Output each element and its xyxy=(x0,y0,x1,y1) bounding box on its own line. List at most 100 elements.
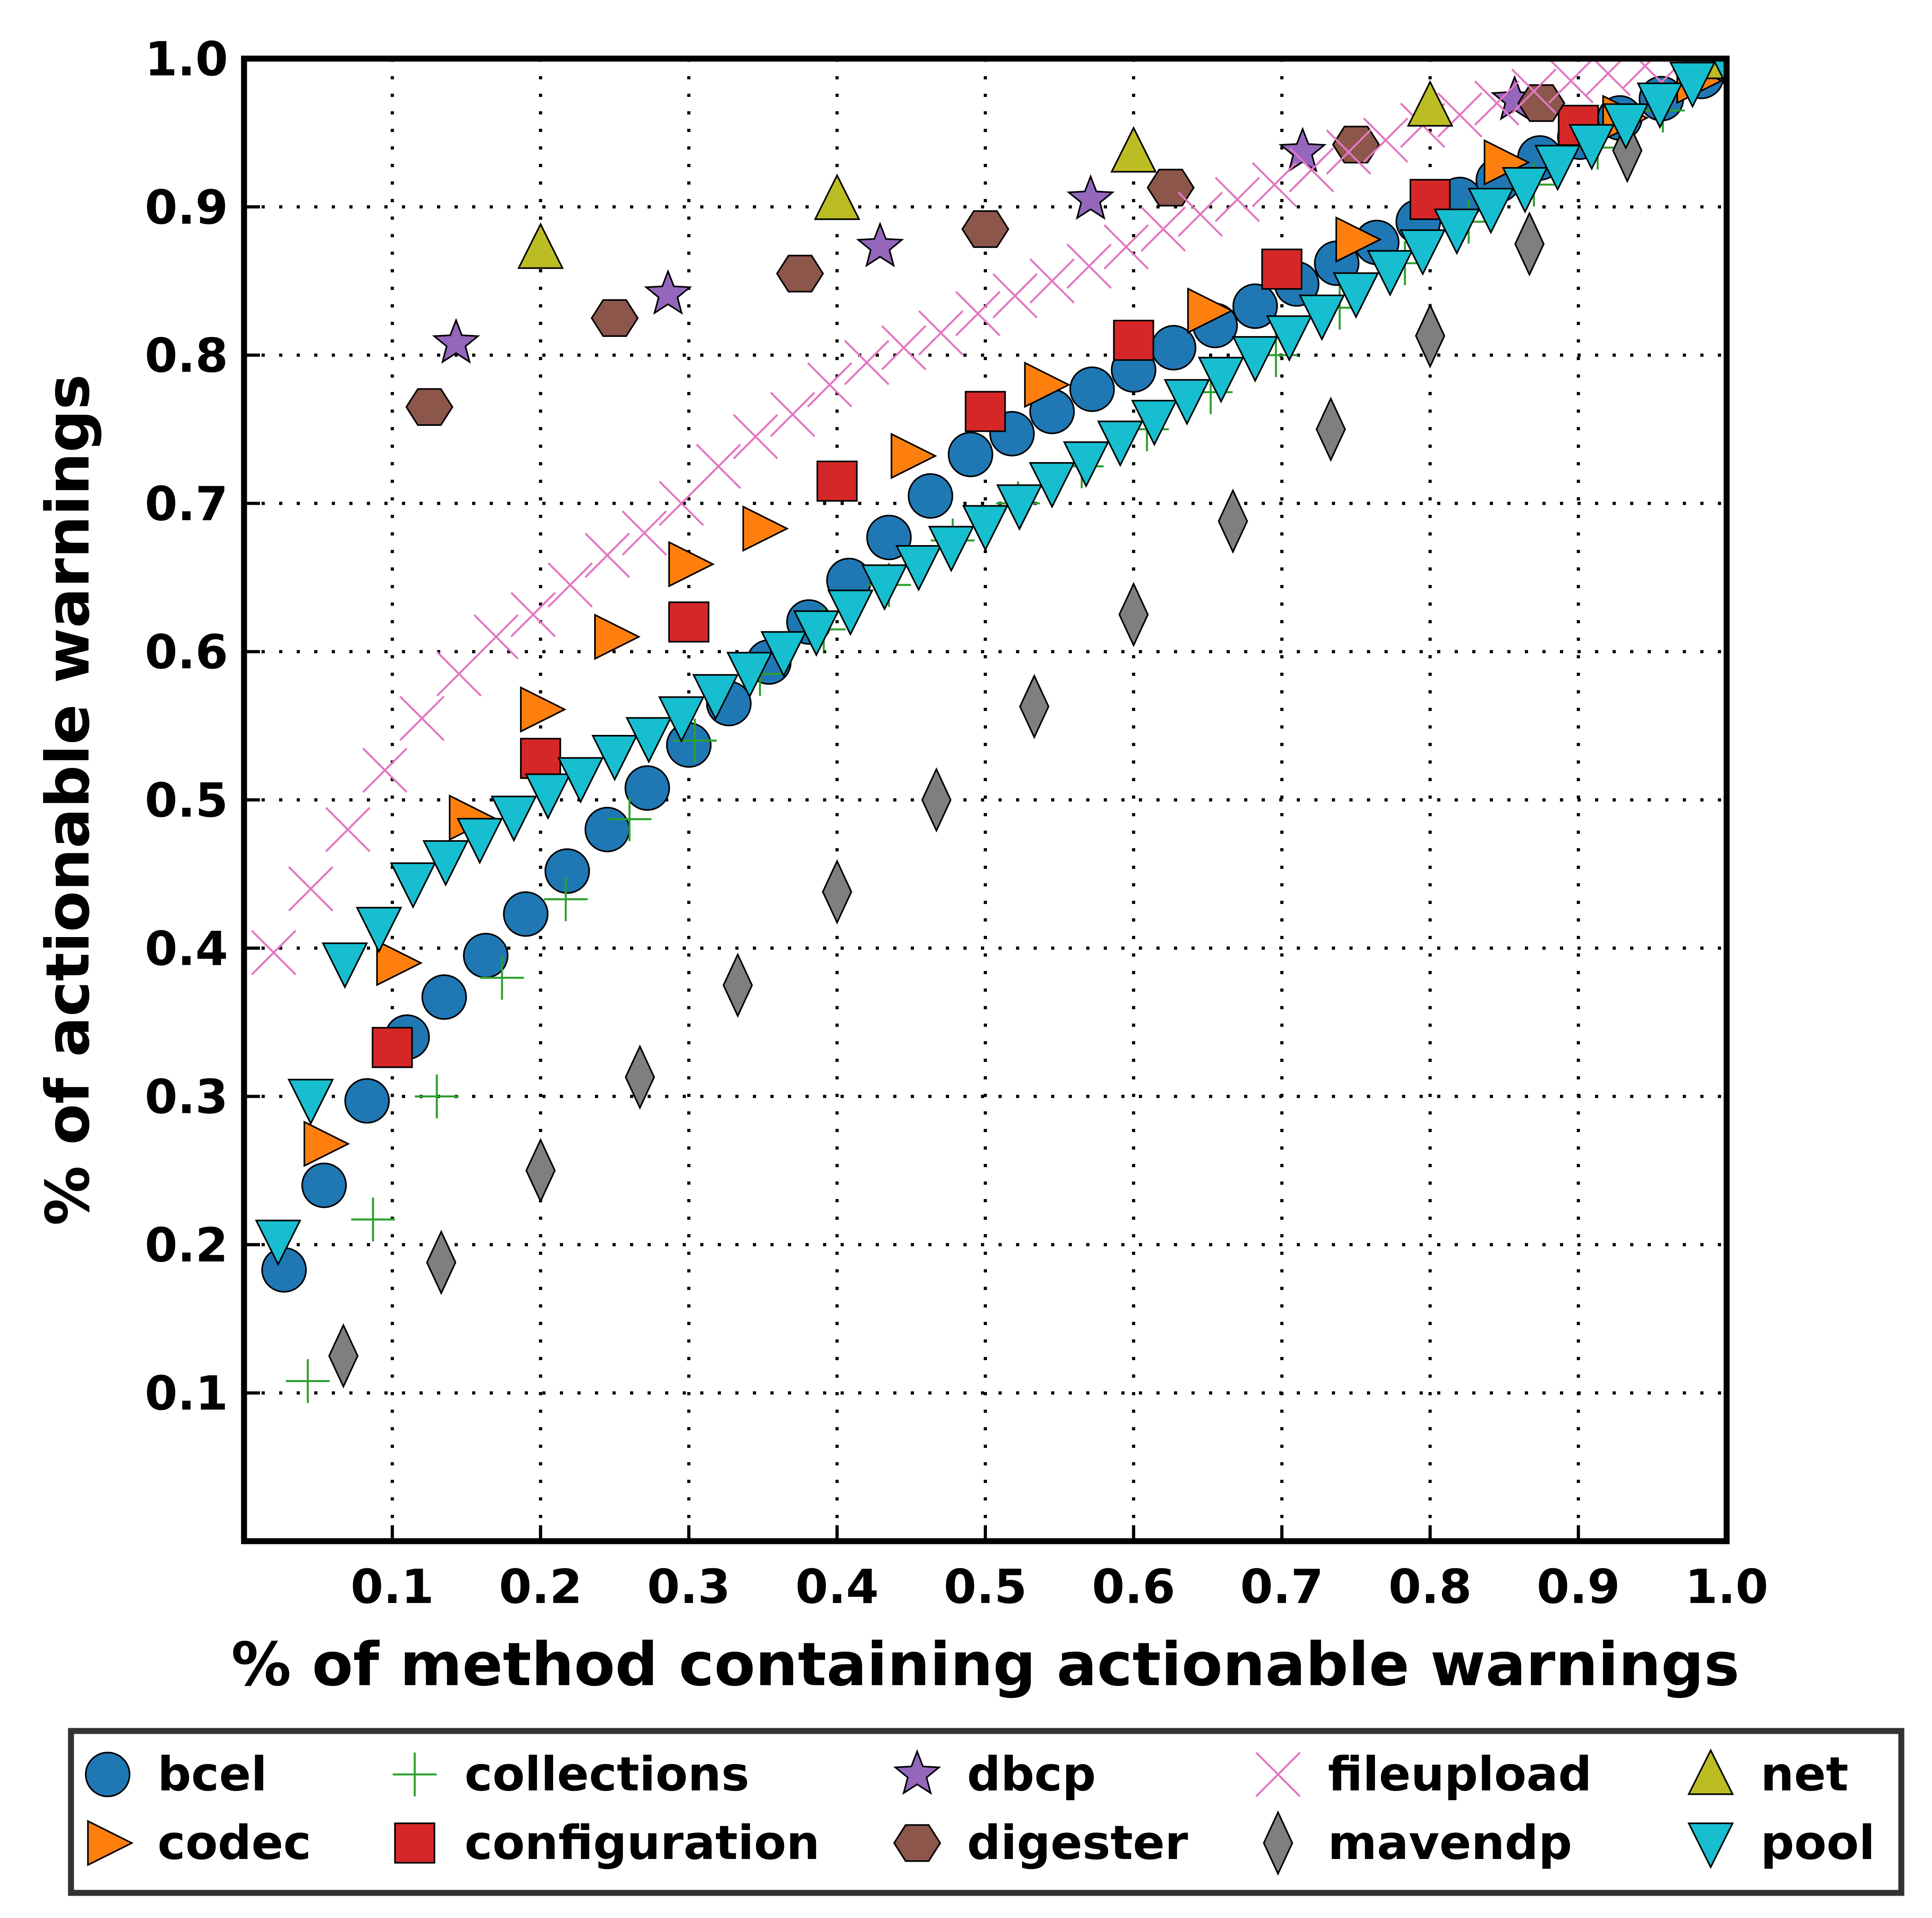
data-point xyxy=(992,273,1038,319)
legend-marker xyxy=(394,1822,435,1864)
data-point xyxy=(770,392,815,437)
data-point xyxy=(1548,59,1594,104)
grid-lines xyxy=(244,59,1727,1541)
data-point xyxy=(594,613,641,660)
data-point xyxy=(607,797,652,841)
data-point xyxy=(622,510,667,556)
data-point xyxy=(962,505,1009,552)
y-tick-label: 1.0 xyxy=(145,32,228,87)
y-tick-label: 0.9 xyxy=(145,180,228,235)
data-point xyxy=(303,1120,350,1167)
legend-marker xyxy=(1687,1749,1734,1795)
data-point xyxy=(961,210,1010,248)
data-point xyxy=(520,738,561,779)
data-point xyxy=(1069,366,1115,412)
data-point xyxy=(659,480,704,526)
x-axis-label: % of method containing actionable warnin… xyxy=(231,1630,1739,1699)
data-point xyxy=(544,848,590,894)
data-point xyxy=(1326,129,1371,175)
y-axis-label: % of actionable warnings xyxy=(33,374,103,1226)
legend-entry-pool: pool xyxy=(1687,1815,1875,1870)
data-point xyxy=(1131,400,1178,447)
data-point xyxy=(503,891,549,937)
data-point xyxy=(1333,272,1379,319)
data-point xyxy=(524,773,571,820)
data-point xyxy=(390,862,437,909)
data-point xyxy=(947,431,993,477)
data-point xyxy=(456,818,503,864)
data-point xyxy=(1289,147,1334,193)
data-point xyxy=(1110,126,1157,173)
data-point xyxy=(1502,167,1548,214)
x-tick-label: 0.3 xyxy=(647,1559,731,1614)
y-tick-label: 0.5 xyxy=(145,773,228,828)
data-point xyxy=(421,974,467,1020)
legend-entry-fileupload: fileupload xyxy=(1255,1747,1592,1802)
data-point xyxy=(760,631,807,678)
x-tick-label: 0.9 xyxy=(1537,1559,1620,1614)
data-point xyxy=(1363,117,1408,163)
data-point xyxy=(480,956,524,1000)
data-point xyxy=(793,610,840,657)
data-point xyxy=(544,877,588,922)
data-point xyxy=(1434,209,1480,255)
y-tick-label: 0.3 xyxy=(145,1069,228,1124)
legend-marker xyxy=(393,1753,437,1796)
data-point xyxy=(1029,258,1075,304)
data-point xyxy=(1298,294,1345,341)
legend-entry-configuration: configuration xyxy=(394,1815,820,1870)
legend-marker xyxy=(1687,1822,1734,1869)
legend-label: bcel xyxy=(158,1747,267,1802)
data-point xyxy=(723,953,753,1018)
data-point xyxy=(372,1027,413,1068)
legend-label: net xyxy=(1761,1747,1848,1802)
data-point xyxy=(1602,103,1649,150)
legend-marker xyxy=(893,1824,941,1862)
data-point xyxy=(351,1197,395,1242)
data-point xyxy=(426,1230,457,1295)
data-point xyxy=(1252,162,1297,207)
x-tick-label: 0.8 xyxy=(1388,1559,1472,1614)
legend-label: collections xyxy=(465,1747,749,1802)
data-point xyxy=(1178,191,1223,237)
data-point xyxy=(1335,216,1382,263)
data-point xyxy=(1534,145,1581,191)
data-point xyxy=(1019,674,1050,739)
y-tick-label: 0.2 xyxy=(145,1217,228,1272)
legend-entry-codec: codec xyxy=(87,1815,311,1870)
series-net xyxy=(517,59,1727,269)
legend-label: mavendp xyxy=(1328,1815,1572,1870)
data-point xyxy=(325,807,371,853)
data-point xyxy=(1261,248,1303,290)
data-point xyxy=(1712,59,1727,88)
data-point xyxy=(255,1219,301,1266)
data-point xyxy=(1637,83,1683,129)
data-point xyxy=(288,866,334,912)
data-point xyxy=(1140,206,1186,252)
series-configuration xyxy=(372,104,1599,1068)
data-point xyxy=(557,757,604,804)
data-point xyxy=(1066,174,1115,220)
data-point xyxy=(673,719,717,763)
data-point xyxy=(251,930,297,975)
data-point xyxy=(918,310,964,356)
data-point xyxy=(668,541,715,588)
data-points xyxy=(251,59,1727,1403)
legend-label: configuration xyxy=(465,1815,820,1870)
data-point xyxy=(658,696,705,743)
legend-entry-mavendp: mavendp xyxy=(1263,1810,1572,1876)
data-point xyxy=(1511,69,1557,114)
data-point xyxy=(625,717,672,764)
data-point xyxy=(1407,80,1453,127)
legend-entry-digester: digester xyxy=(893,1815,1188,1870)
data-point xyxy=(591,299,639,337)
data-point xyxy=(261,1247,307,1293)
data-point xyxy=(624,1044,655,1110)
x-tick-label: 1.0 xyxy=(1685,1559,1768,1614)
legend-entry-collections: collections xyxy=(393,1747,749,1802)
data-point xyxy=(1217,488,1248,554)
data-point xyxy=(668,601,709,643)
data-point xyxy=(321,942,368,989)
series-pool xyxy=(255,59,1727,1266)
data-point xyxy=(624,765,670,811)
